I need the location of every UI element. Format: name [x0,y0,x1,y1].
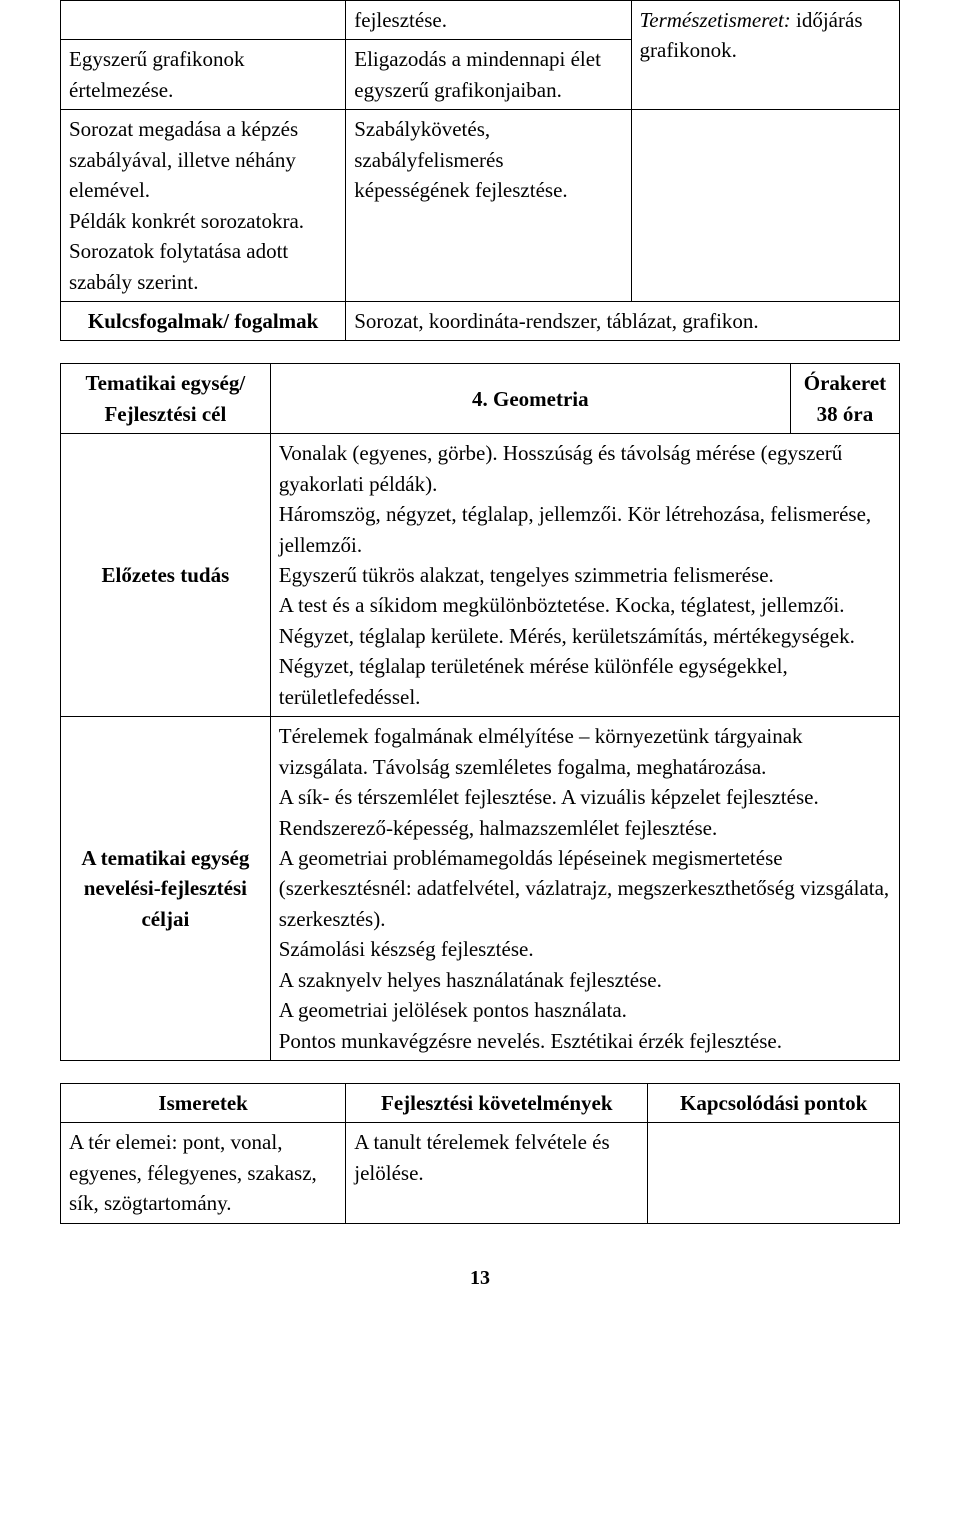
italic-label: Természetismeret: [640,8,791,32]
goals-text: Térelemek fogalmának elmélyítése – körny… [270,717,899,1061]
table-sequences: fejlesztése. Természetismeret: időjárás … [60,0,900,341]
goals-label: A tematikai egység nevelési-fejlesztési … [61,717,271,1061]
cell-text: A tanult térelemek felvétele és jelölése… [346,1123,648,1223]
page: fejlesztése. Természetismeret: időjárás … [0,0,960,1333]
table-row: Előzetes tudás Vonalak (egyenes, görbe).… [61,434,900,717]
table-knowledge: Ismeretek Fejlesztési követelmények Kapc… [60,1083,900,1224]
table-row: Sorozat megadása a képzés szabályával, i… [61,110,900,302]
unit-header-left: Tematikai egység/ Fejlesztési cél [61,364,271,434]
table-row: Tematikai egység/ Fejlesztési cél 4. Geo… [61,364,900,434]
cell-empty [61,1,346,40]
key-concepts-label: Kulcsfogalmak/ fogalmak [61,301,346,340]
cell-empty [631,110,900,302]
unit-header-title: 4. Geometria [270,364,790,434]
col-header-requirements: Fejlesztési követelmények [346,1084,648,1123]
col-header-connections: Kapcsolódási pontok [648,1084,900,1123]
cell-text: A tér elemei: pont, vonal, egyenes, féle… [61,1123,346,1223]
prev-knowledge-text: Vonalak (egyenes, görbe). Hosszúság és t… [270,434,899,717]
key-concepts-text: Sorozat, koordináta-rendszer, táblázat, … [346,301,900,340]
unit-header-hours: Órakeret 38 óra [790,364,899,434]
cell-text: Eligazodás a mindennapi élet egyszerű gr… [346,40,631,110]
cell-text: Sorozat megadása a képzés szabályával, i… [61,110,346,302]
cell-empty [648,1123,900,1223]
table-row: Kulcsfogalmak/ fogalmak Sorozat, koordin… [61,301,900,340]
table-row: Ismeretek Fejlesztési követelmények Kapc… [61,1084,900,1123]
cell-text: Egyszerű grafikonok értelmezése. [61,40,346,110]
page-number: 13 [60,1264,900,1293]
table-row: A tematikai egység nevelési-fejlesztési … [61,717,900,1061]
cell-empty: Természetismeret: időjárás grafikonok. [631,1,900,110]
hours-label: Órakeret [804,371,886,395]
table-geometry-unit: Tematikai egység/ Fejlesztési cél 4. Geo… [60,363,900,1061]
prev-knowledge-label: Előzetes tudás [61,434,271,717]
table-row: fejlesztése. Természetismeret: időjárás … [61,1,900,40]
cell-text: Szabálykövetés, szabályfelismerés képess… [346,110,631,302]
cell-text: fejlesztése. [346,1,631,40]
hours-value: 38 óra [817,402,874,426]
col-header-knowledge: Ismeretek [61,1084,346,1123]
table-row: A tér elemei: pont, vonal, egyenes, féle… [61,1123,900,1223]
